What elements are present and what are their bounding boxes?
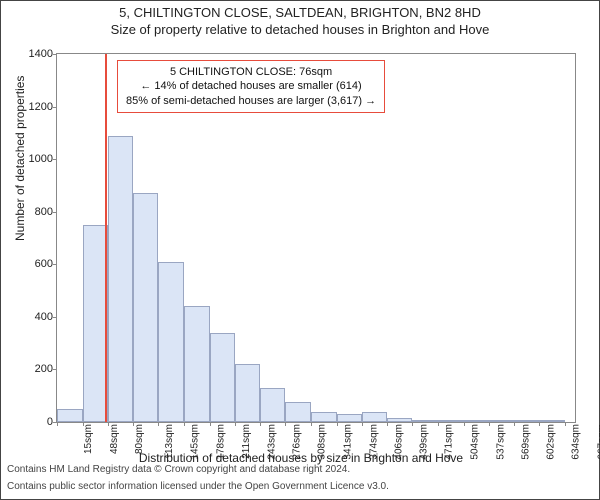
x-tick-mark <box>235 422 236 426</box>
x-tick-mark <box>464 422 465 426</box>
y-tick-mark <box>53 317 57 318</box>
x-tick-mark <box>489 422 490 426</box>
histogram-bar <box>412 420 438 422</box>
annotation-line1: 5 CHILTINGTON CLOSE: 76sqm <box>126 65 376 79</box>
y-tick-mark <box>53 264 57 265</box>
x-tick-mark <box>260 422 261 426</box>
footer: Contains HM Land Registry data © Crown c… <box>1 460 599 497</box>
x-tick-mark <box>158 422 159 426</box>
histogram-bar <box>260 388 285 422</box>
x-tick-mark <box>387 422 388 426</box>
histogram-bar <box>57 409 83 422</box>
annotation-box: 5 CHILTINGTON CLOSE: 76sqm ← 14% of deta… <box>117 60 385 113</box>
y-tick-mark <box>53 369 57 370</box>
histogram-bar <box>464 420 489 422</box>
histogram-bar <box>311 412 337 423</box>
x-tick-mark <box>108 422 109 426</box>
x-tick-mark <box>133 422 134 426</box>
x-tick-label: 80sqm <box>134 424 145 454</box>
x-tick-mark <box>311 422 312 426</box>
histogram-bar <box>514 420 539 422</box>
x-tick-mark <box>337 422 338 426</box>
x-tick-mark <box>565 422 566 426</box>
x-tick-mark <box>438 422 439 426</box>
y-tick-mark <box>53 212 57 213</box>
histogram-bar <box>387 418 412 422</box>
property-marker-line <box>105 54 107 422</box>
histogram-bar <box>539 420 565 422</box>
histogram-bar <box>210 333 235 422</box>
histogram-bar <box>438 420 464 422</box>
histogram-bar <box>489 420 515 422</box>
y-tick-mark <box>53 107 57 108</box>
x-tick-label: 48sqm <box>109 424 120 454</box>
x-tick-mark <box>83 422 84 426</box>
x-tick-mark <box>539 422 540 426</box>
histogram-bar <box>362 412 388 423</box>
histogram-bar <box>184 306 210 422</box>
title-description: Size of property relative to detached ho… <box>1 22 599 37</box>
footer-line2: Contains public sector information licen… <box>1 477 599 498</box>
x-tick-mark <box>184 422 185 426</box>
annotation-line2: ← 14% of detached houses are smaller (61… <box>126 79 376 93</box>
histogram-plot: 5 CHILTINGTON CLOSE: 76sqm ← 14% of deta… <box>56 53 576 423</box>
x-tick-mark <box>412 422 413 426</box>
x-tick-mark <box>285 422 286 426</box>
annotation-line3: 85% of semi-detached houses are larger (… <box>126 94 376 108</box>
x-tick-mark <box>514 422 515 426</box>
title-address: 5, CHILTINGTON CLOSE, SALTDEAN, BRIGHTON… <box>1 5 599 20</box>
histogram-bar <box>235 364 261 422</box>
histogram-bar <box>133 193 158 422</box>
y-axis-label: Number of detached properties <box>13 76 27 241</box>
x-tick-mark <box>210 422 211 426</box>
histogram-bar <box>337 414 362 422</box>
x-tick-mark <box>362 422 363 426</box>
y-tick-mark <box>53 159 57 160</box>
histogram-bar <box>285 402 311 422</box>
y-tick-mark <box>53 54 57 55</box>
x-tick-label: 15sqm <box>83 424 94 454</box>
histogram-bar <box>158 262 184 422</box>
x-tick-mark <box>57 422 58 426</box>
histogram-bar <box>108 136 134 423</box>
